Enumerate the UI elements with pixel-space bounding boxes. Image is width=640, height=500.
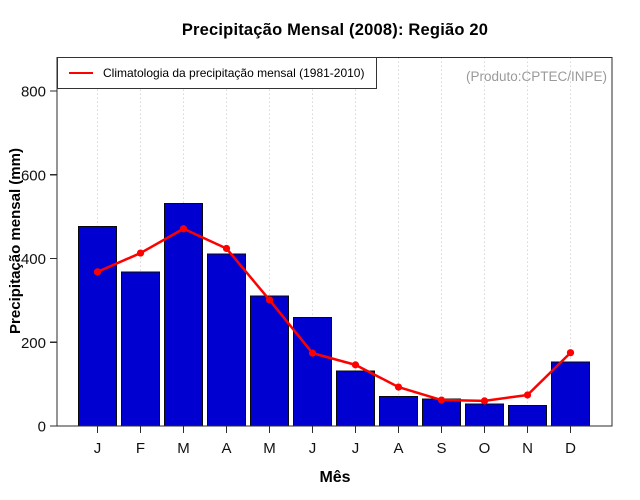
bar-N [508, 404, 547, 427]
x-tick-label: M [177, 440, 190, 457]
x-tick-label: A [221, 440, 231, 457]
x-tick-label: M [263, 440, 276, 457]
climatology-point-A [222, 244, 231, 253]
x-tick-label: J [309, 440, 317, 457]
bar-M [164, 203, 203, 427]
x-tick-label: O [479, 440, 491, 457]
bar-J [336, 370, 375, 427]
bar-S [422, 398, 461, 427]
climatology-point-J [308, 349, 317, 357]
legend-box: Climatologia da precipitação mensal (198… [57, 57, 377, 89]
bar-O [465, 403, 504, 427]
climatology-point-A [394, 383, 403, 391]
x-tick-label: A [393, 440, 403, 457]
y-tick-label: 800 [21, 84, 46, 101]
climatology-point-N [523, 391, 532, 399]
legend-label: Climatologia da precipitação mensal (198… [103, 66, 365, 80]
y-tick-label: 200 [21, 335, 46, 352]
climatology-point-J [351, 361, 360, 369]
x-axis-label: Mês [319, 469, 351, 486]
climatology-point-M [179, 225, 188, 233]
y-tick-label: 400 [21, 251, 46, 268]
y-tick-label: 600 [21, 167, 46, 184]
x-tick-label: D [565, 440, 576, 457]
bar-D [551, 361, 590, 427]
x-tick-label: F [136, 440, 145, 457]
bar-J [293, 317, 332, 427]
bar-A [379, 396, 418, 427]
climatology-point-O [480, 397, 489, 405]
climatology-point-S [437, 396, 446, 404]
chart-title: Precipitação Mensal (2008): Região 20 [181, 21, 489, 39]
climatology-point-J [93, 268, 102, 276]
legend-line-sample [69, 71, 93, 75]
climatology-point-M [265, 296, 274, 304]
bar-F [121, 271, 160, 427]
y-tick-label: 0 [38, 419, 46, 436]
x-tick-label: N [522, 440, 533, 457]
x-tick-label: S [436, 440, 446, 457]
bars-series-2008 [78, 203, 590, 427]
x-tick-label: J [94, 440, 102, 457]
watermark-text: (Produto:CPTEC/INPE) [465, 69, 607, 84]
x-tick-label: J [352, 440, 360, 457]
climatology-line [96, 227, 572, 403]
y-axis: 0 200 400 600 800 [21, 84, 57, 436]
bar-A [207, 253, 246, 427]
climatology-point-F [136, 249, 145, 257]
climatology-point-D [566, 349, 575, 357]
bar-J [78, 225, 117, 427]
